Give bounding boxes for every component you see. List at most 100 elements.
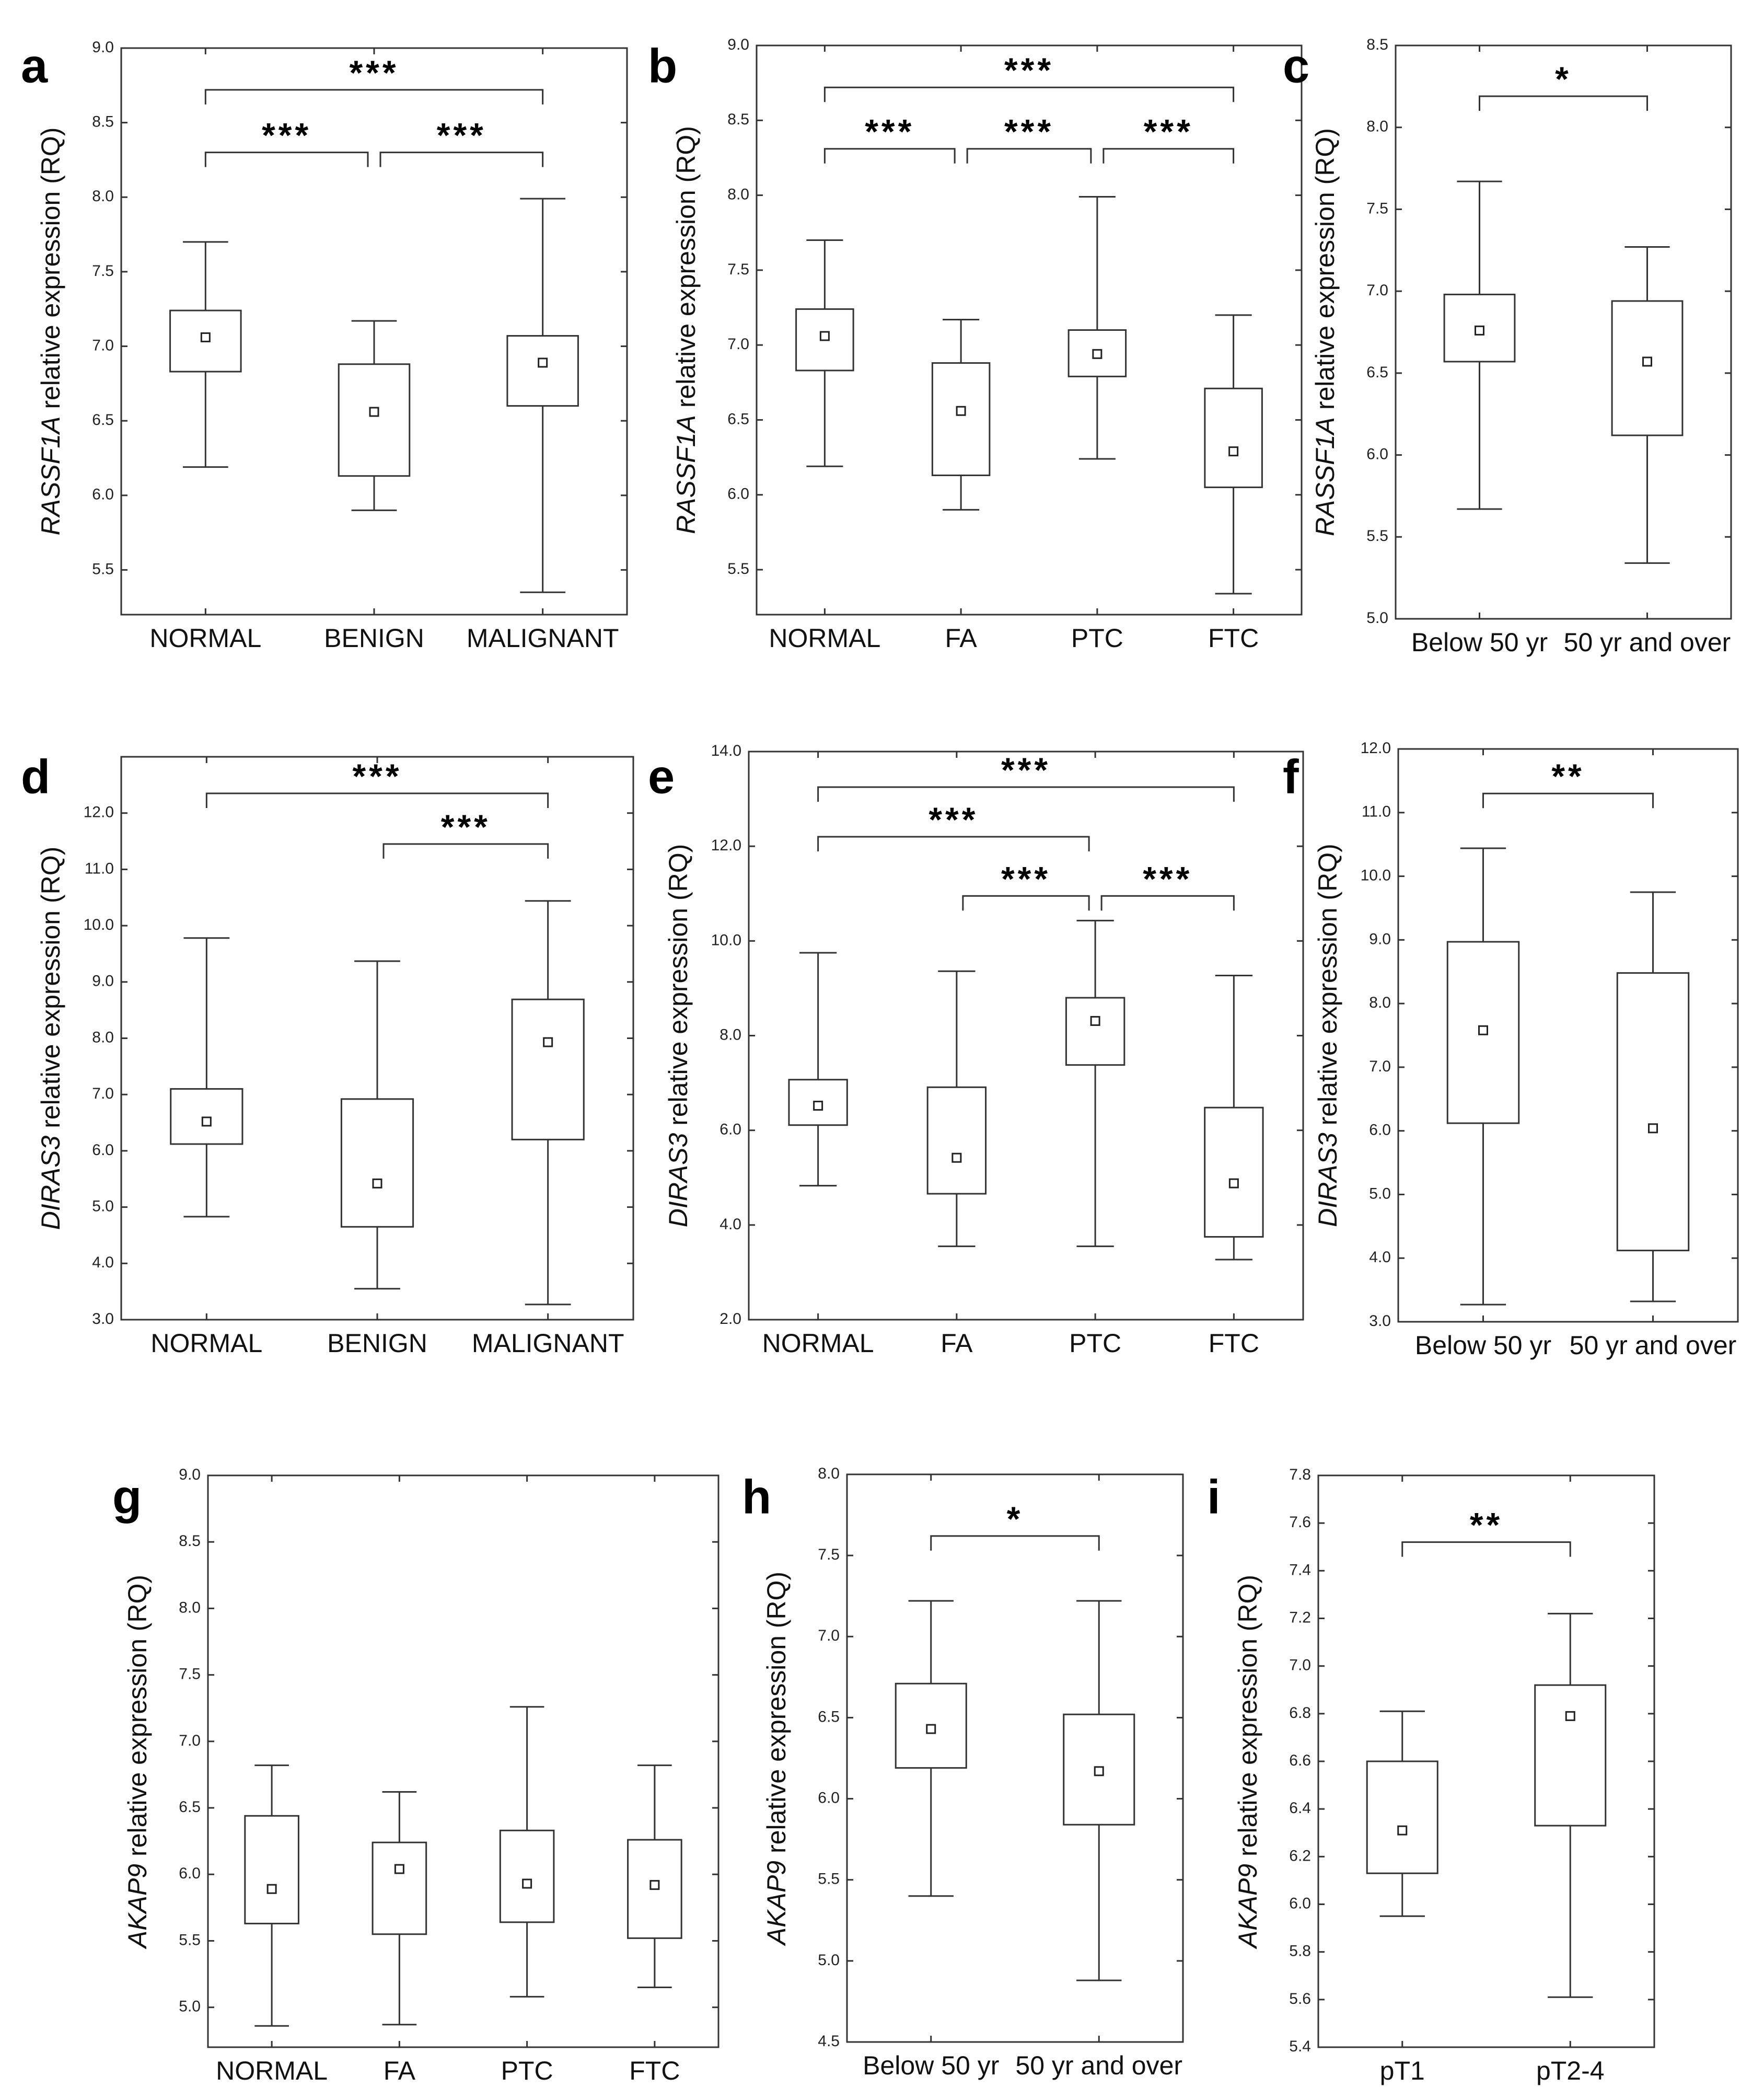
significance-bracket: *** (823, 51, 1235, 102)
box-malignant (506, 198, 579, 593)
box-normal (244, 1764, 299, 2027)
significance-bracket: * (930, 1499, 1100, 1551)
box-pt2-4 (1534, 1612, 1607, 1998)
panel-f: f 3.0 4.0 5.0 6.0 7.0 8.0 9.0 10.0 11.0 12.0 Below … (1283, 740, 1739, 1360)
y-tick-label: 5.5 (1366, 527, 1388, 545)
y-tick-label: 5.0 (1369, 1185, 1391, 1202)
plot-frame (1397, 748, 1739, 1323)
median-marker (1090, 1016, 1100, 1026)
y-axis-unit: relative expression (RQ) (762, 1572, 791, 1861)
y-tick-label: 9.0 (179, 1466, 201, 1483)
y-tick-label: 4.0 (1369, 1249, 1391, 1266)
significance-bracket: *** (204, 53, 544, 105)
box-below-50-yr (1446, 847, 1520, 1306)
box-iqr (926, 1086, 987, 1195)
y-tick-label: 11.0 (85, 860, 114, 877)
box-fa (931, 318, 991, 511)
median-marker (819, 331, 830, 341)
significance-label: *** (1143, 859, 1192, 898)
box-ptc (1065, 919, 1125, 1248)
y-axis-gene: AKAP9 (762, 1861, 791, 1946)
y-tick-label: 8.0 (1369, 994, 1391, 1011)
y-tick-label: 8.0 (92, 1029, 114, 1046)
y-tick-label: 7.5 (818, 1546, 840, 1563)
x-category-label: MALIGNANT (472, 1329, 624, 1358)
y-tick-label: 4.5 (818, 2033, 840, 2050)
y-axis-label: AKAP9 relative expression (RQ) (1233, 1575, 1262, 1949)
x-category-label: Below 50 yr (863, 2051, 999, 2080)
box-below-50-yr (895, 1600, 967, 1897)
panel-letter: g (112, 1471, 142, 1524)
significance-label: ** (1470, 1506, 1503, 1544)
box-iqr (338, 363, 411, 477)
box-normal (795, 239, 854, 467)
box-fa (926, 970, 987, 1248)
y-tick-label: 8.0 (727, 186, 749, 203)
significance-bracket: *** (204, 116, 369, 167)
x-category-label: MALIGNANT (467, 624, 619, 653)
box-50-yr-and-over (1063, 1600, 1135, 1981)
box-normal (788, 952, 848, 1187)
y-tick-label: 8.5 (179, 1532, 201, 1550)
bracket-line (930, 1535, 1100, 1551)
y-tick-label: 7.0 (1289, 1657, 1311, 1674)
significance-bracket: *** (966, 112, 1092, 164)
y-axis-label: DIRAS3 relative expression (RQ) (664, 844, 693, 1228)
median-marker (1094, 1766, 1104, 1776)
significance-label: *** (1001, 859, 1051, 898)
significance-label: *** (1001, 751, 1051, 789)
median-marker (1642, 356, 1652, 367)
panel-h: h 4.5 5.0 5.5 6.0 6.5 7.0 7.5 8.0 Below 50 yr 50 y… (742, 1465, 1184, 2080)
y-tick-label: 9.0 (727, 36, 749, 53)
y-tick-label: 6.2 (1289, 1847, 1311, 1864)
y-tick-label: 4.0 (719, 1216, 741, 1233)
y-tick-label: 7.4 (1289, 1561, 1311, 1578)
median-marker (1648, 1123, 1658, 1134)
box-ptc (1067, 195, 1127, 460)
panel-letter: c (1283, 40, 1309, 93)
x-category-label: PTC (1071, 624, 1123, 653)
median-marker (956, 406, 966, 416)
box-ftc (1204, 314, 1263, 595)
x-category-label: NORMAL (216, 2056, 328, 2085)
bracket-line (817, 836, 1090, 852)
y-tick-label: 7.0 (1369, 1058, 1391, 1075)
significance-bracket: * (1479, 60, 1648, 111)
panel-e: e 2.0 4.0 6.0 8.0 10.0 12.0 14.0 NORMAL FA PTC FTC D… (648, 742, 1304, 1358)
plot-frame (207, 1474, 719, 2048)
panel-letter: h (742, 1471, 771, 1524)
y-tick-label: 9.0 (1369, 930, 1391, 948)
y-tick-label: 4.0 (92, 1254, 114, 1271)
median-marker (1228, 1178, 1239, 1189)
y-tick-label: 6.0 (92, 486, 114, 503)
x-category-label: pT1 (1380, 2056, 1425, 2085)
box-ptc (499, 1706, 555, 1998)
box-ftc (1204, 974, 1264, 1261)
bracket-line (823, 86, 1235, 102)
panel-letter: f (1283, 751, 1299, 804)
median-marker (200, 332, 211, 342)
y-tick-label: 8.0 (1366, 118, 1388, 135)
significance-label: *** (1004, 112, 1054, 151)
y-tick-label: 7.8 (1289, 1466, 1311, 1483)
y-axis-unit: relative expression (RQ) (671, 126, 701, 415)
significance-bracket: *** (817, 751, 1235, 802)
x-category-label: PTC (501, 2056, 553, 2085)
x-category-label: NORMAL (149, 624, 261, 653)
y-tick-label: 10.0 (711, 931, 741, 949)
y-tick-label: 7.0 (92, 1085, 114, 1102)
x-category-label: 50 yr and over (1564, 628, 1731, 657)
panel-letter: e (648, 751, 675, 804)
y-tick-label: 8.5 (727, 111, 749, 128)
box-50-yr-and-over (1611, 246, 1684, 564)
y-tick-label: 6.0 (818, 1789, 840, 1806)
significance-label: *** (929, 800, 978, 839)
y-axis-label: DIRAS3 relative expression (RQ) (1313, 844, 1342, 1227)
plot-frame (756, 44, 1303, 616)
panel-letter: a (21, 40, 48, 93)
x-category-label: FA (941, 1329, 973, 1358)
median-marker (1092, 349, 1102, 359)
panel-b: b 5.5 6.0 6.5 7.0 7.5 8.0 8.5 9.0 NORMAL FA PTC FTC R… (648, 36, 1303, 653)
bracket-line (1100, 895, 1235, 911)
